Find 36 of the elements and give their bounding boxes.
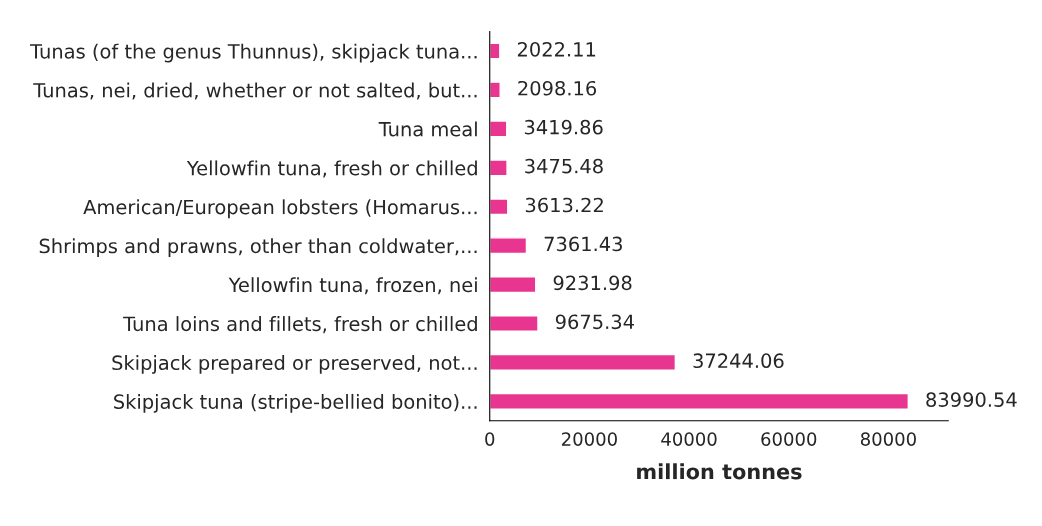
y-tick-label: American/European lobsters (Homarus... [83, 199, 477, 219]
data-label: 9231.98 [553, 275, 632, 291]
y-tick-label: Yellowfin tuna, frozen, nei [228, 277, 477, 295]
data-label: 83990.54 [926, 392, 1017, 407]
y-tick-label: Tuna meal [378, 121, 477, 137]
x-tick-label: 40000 [661, 432, 717, 446]
data-label: 2022.11 [517, 41, 596, 57]
data-label: 7361.43 [544, 236, 622, 252]
bar [489, 81, 501, 99]
x-tick-label: 80000 [860, 432, 916, 446]
data-label: 3475.48 [525, 158, 603, 174]
x-tick-label: 0 [485, 432, 495, 446]
y-tick-label: Tuna loins and fillets, fresh or chilled [123, 316, 477, 334]
bar [489, 198, 509, 216]
bar [489, 42, 501, 60]
bar [489, 353, 677, 371]
data-label: 37244.06 [693, 353, 784, 369]
y-tick-label: Yellowfin tuna, fresh or chilled [186, 160, 477, 178]
data-label: 2098.16 [518, 80, 597, 96]
y-tick-label: Shrimps and prawns, other than coldwater,... [39, 238, 477, 258]
bar [489, 120, 508, 138]
y-tick-label: Tunas, nei, dried, whether or not salted, but... [33, 82, 477, 100]
x-tick-label: 60000 [761, 432, 817, 446]
y-tick-label: Skipjack prepared or preserved, not... [112, 355, 477, 374]
bar [489, 159, 508, 177]
data-label: 9675.34 [555, 314, 634, 330]
y-tick-label: Tunas (of the genus Thunnus), skipjack tuna... [30, 43, 477, 63]
bar [489, 276, 537, 294]
x-axis-title: million tonnes [637, 463, 802, 480]
data-label: 3613.22 [525, 197, 603, 213]
bar [489, 315, 539, 332]
y-tick-label: Skipjack tuna (stripe-bellied bonito)... [114, 393, 477, 413]
bar [489, 237, 528, 255]
bar [489, 392, 910, 410]
x-tick-label: 20000 [562, 432, 617, 446]
data-label: 3419.86 [524, 119, 603, 135]
